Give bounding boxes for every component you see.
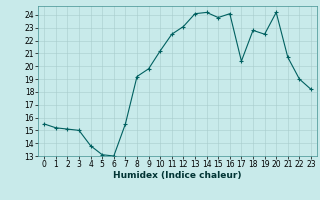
X-axis label: Humidex (Indice chaleur): Humidex (Indice chaleur) <box>113 171 242 180</box>
